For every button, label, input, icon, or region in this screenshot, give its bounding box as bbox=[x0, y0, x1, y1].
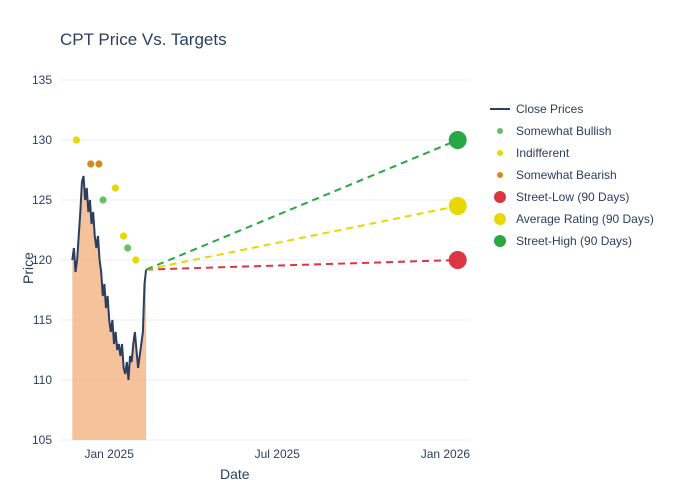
svg-text:Jul 2025: Jul 2025 bbox=[255, 447, 301, 461]
legend-label: Average Rating (90 Days) bbox=[516, 212, 654, 226]
analyst-point bbox=[73, 136, 80, 143]
svg-text:110: 110 bbox=[33, 373, 52, 387]
legend-label: Close Prices bbox=[516, 102, 583, 116]
street-low-line bbox=[146, 260, 458, 270]
legend-label: Somewhat Bullish bbox=[516, 124, 611, 138]
legend-marker-icon bbox=[494, 235, 506, 247]
analyst-point bbox=[120, 232, 127, 239]
legend-label: Somewhat Bearish bbox=[516, 168, 617, 182]
analyst-point bbox=[132, 256, 139, 263]
svg-text:125: 125 bbox=[32, 193, 52, 207]
legend-item: Somewhat Bearish bbox=[490, 166, 654, 184]
avg-rating-marker bbox=[449, 197, 467, 215]
svg-text:120: 120 bbox=[32, 253, 52, 267]
legend-marker-icon bbox=[490, 108, 510, 110]
svg-text:130: 130 bbox=[32, 133, 52, 147]
svg-text:105: 105 bbox=[32, 433, 52, 447]
chart-container: CPT Price Vs. Targets Price Date 1051101… bbox=[0, 0, 700, 500]
legend: Close Prices Somewhat Bullish Indifferent S… bbox=[490, 100, 654, 254]
street-high-line bbox=[146, 140, 458, 270]
legend-label: Indifferent bbox=[516, 146, 569, 160]
legend-label: Street-Low (90 Days) bbox=[516, 190, 629, 204]
legend-item: Average Rating (90 Days) bbox=[490, 210, 654, 228]
svg-text:135: 135 bbox=[32, 73, 52, 87]
svg-text:Jan 2025: Jan 2025 bbox=[85, 447, 135, 461]
legend-item: Indifferent bbox=[490, 144, 654, 162]
legend-label: Street-High (90 Days) bbox=[516, 234, 632, 248]
street-low-marker bbox=[449, 251, 467, 269]
legend-item: Street-High (90 Days) bbox=[490, 232, 654, 250]
legend-item: Street-Low (90 Days) bbox=[490, 188, 654, 206]
legend-marker-icon bbox=[497, 150, 503, 156]
svg-text:115: 115 bbox=[33, 313, 52, 327]
analyst-point bbox=[95, 160, 102, 167]
street-high-marker bbox=[449, 131, 467, 149]
legend-marker-icon bbox=[494, 213, 506, 225]
legend-marker-icon bbox=[497, 172, 503, 178]
analyst-point bbox=[112, 184, 119, 191]
analyst-point bbox=[124, 244, 131, 251]
legend-marker-icon bbox=[494, 191, 506, 203]
analyst-point bbox=[99, 196, 106, 203]
legend-marker-icon bbox=[497, 128, 503, 134]
svg-text:Jan 2026: Jan 2026 bbox=[421, 447, 471, 461]
analyst-point bbox=[87, 160, 94, 167]
legend-item: Close Prices bbox=[490, 100, 654, 118]
legend-item: Somewhat Bullish bbox=[490, 122, 654, 140]
